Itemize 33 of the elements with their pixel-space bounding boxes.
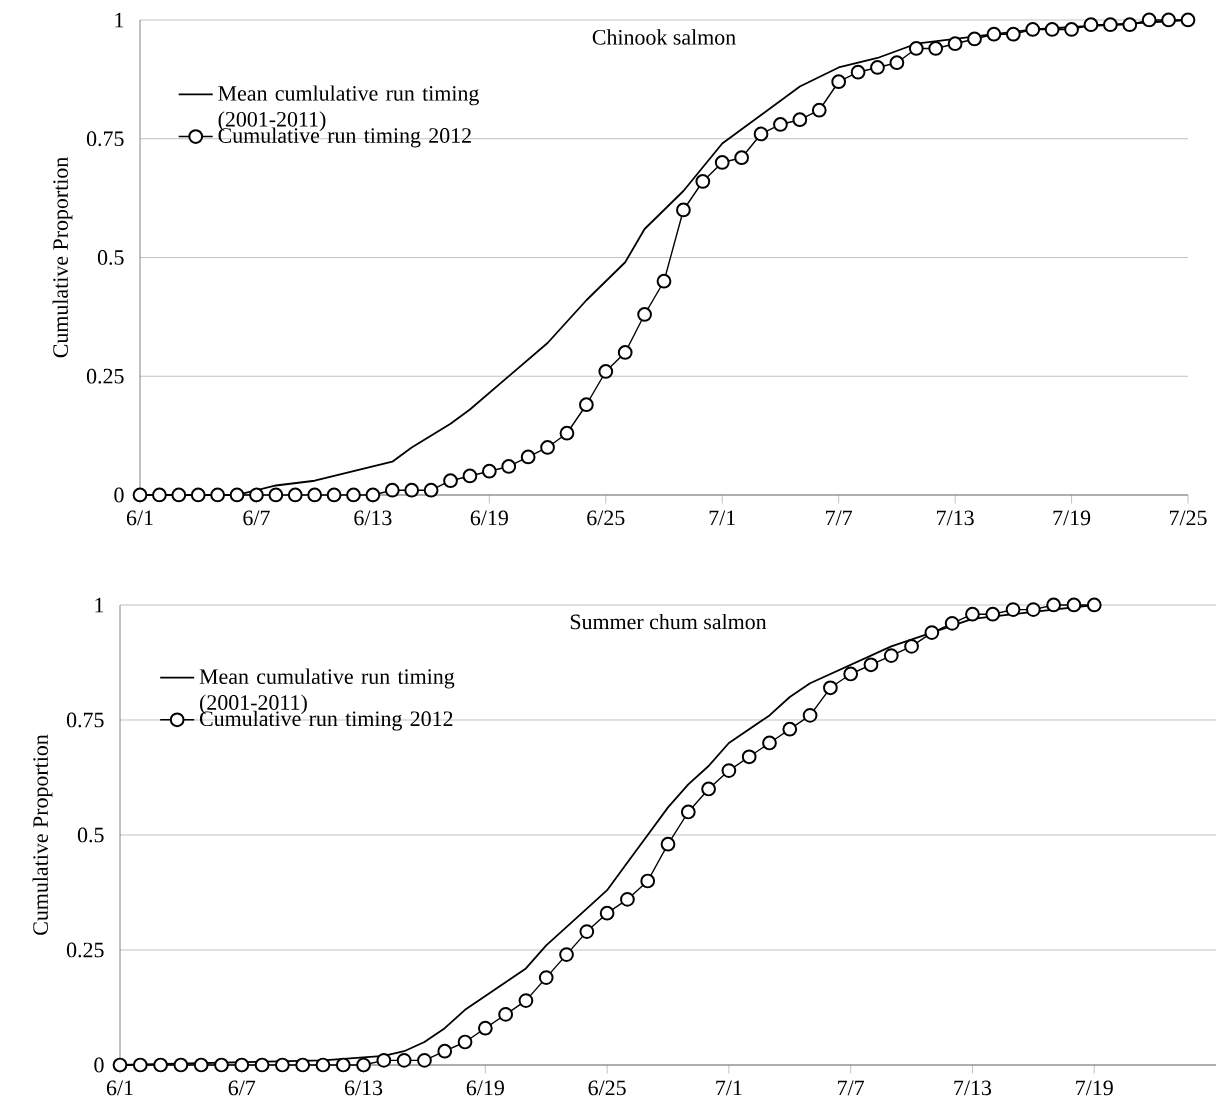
x-tick-label: 6/25	[588, 1080, 626, 1096]
x-tick-label: 6/7	[228, 1080, 256, 1096]
x-tick-label: 7/13	[954, 1080, 992, 1096]
y-tick-label: 0	[94, 1057, 104, 1073]
x-tick-label: 7/19	[1053, 510, 1091, 526]
x-tick-label: 7/19	[1076, 1080, 1113, 1096]
y-axis-title: Cumulative Proportion	[32, 734, 53, 935]
x-tick-label: 7/13	[937, 510, 974, 526]
x-tick-label: 7/7	[826, 510, 853, 526]
x-tick-label: 6/1	[126, 510, 153, 526]
x-tick-label: 6/19	[466, 1080, 504, 1096]
y-tick-label: 0.25	[86, 368, 124, 384]
y-axis-title: Cumulative Proportion	[52, 157, 73, 358]
y-tick-label: 0.75	[66, 712, 104, 728]
y-tick-label: 0.5	[97, 250, 124, 265]
x-tick-label: 6/13	[345, 1080, 383, 1096]
y-tick-label: 0	[114, 487, 124, 503]
x-tick-label: 6/13	[354, 510, 392, 526]
x-tick-label: 6/19	[470, 510, 508, 526]
chart-title: Summer chum salmon	[570, 613, 767, 630]
y-tick-label: 0.75	[86, 131, 124, 147]
x-tick-label: 7/1	[709, 510, 735, 526]
chart-title: Chinook salmon	[592, 29, 736, 45]
x-tick-label: 6/7	[243, 510, 270, 526]
x-tick-label: 7/1	[716, 1080, 742, 1096]
y-tick-label: 0.5	[77, 827, 104, 843]
y-tick-label: 1	[95, 597, 104, 613]
x-tick-label: 7/7	[838, 1080, 865, 1096]
y-tick-label: 1	[115, 12, 124, 28]
x-tick-label: 6/1	[106, 1080, 133, 1096]
x-tick-label: 6/25	[587, 510, 625, 526]
y-tick-label: 0.25	[66, 942, 104, 958]
x-tick-label: 7/25	[1169, 510, 1207, 526]
